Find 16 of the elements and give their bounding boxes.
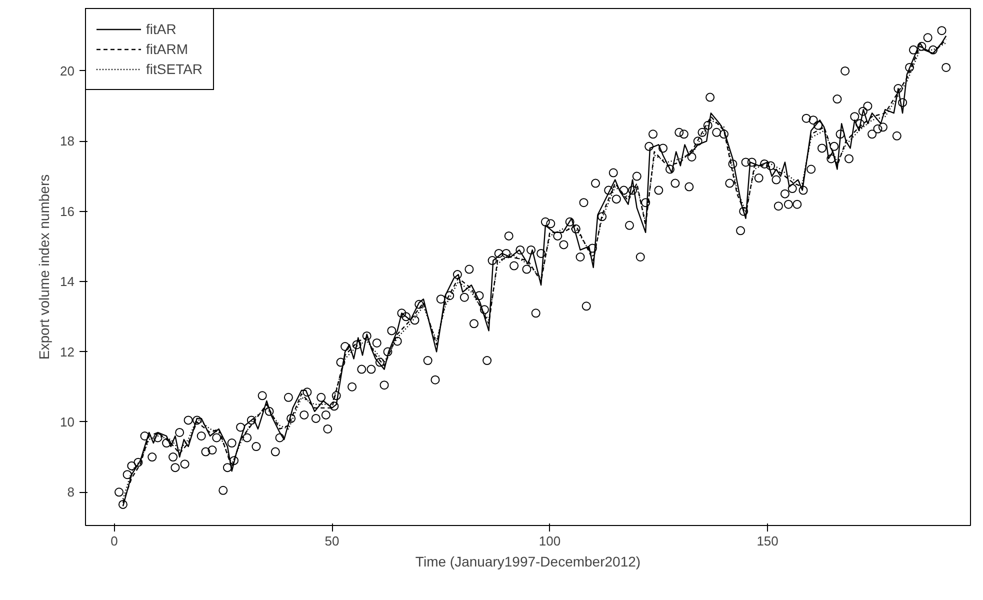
legend-label: fitAR (146, 20, 176, 38)
x-axis-title: Time (January1997-December2012) (415, 554, 641, 570)
x-tick-label: 150 (756, 534, 778, 548)
x-tick-label: 0 (110, 534, 118, 548)
y-tick-label: 10 (60, 414, 75, 430)
legend-label: fitARM (146, 40, 188, 58)
y-tick-label: 16 (60, 204, 75, 219)
x-tick-label: 50 (324, 534, 340, 548)
y-tick-label: 14 (60, 274, 75, 290)
y-tick-label: 8 (67, 484, 75, 500)
y-tick-label: 12 (60, 344, 75, 360)
y-tick-label: 20 (60, 63, 75, 78)
legend-label: fitSETAR (146, 60, 203, 78)
x-tick-label: 100 (538, 534, 561, 548)
y-tick-label: 18 (60, 134, 75, 149)
y-axis-title: Export volume index numbers (36, 174, 52, 360)
